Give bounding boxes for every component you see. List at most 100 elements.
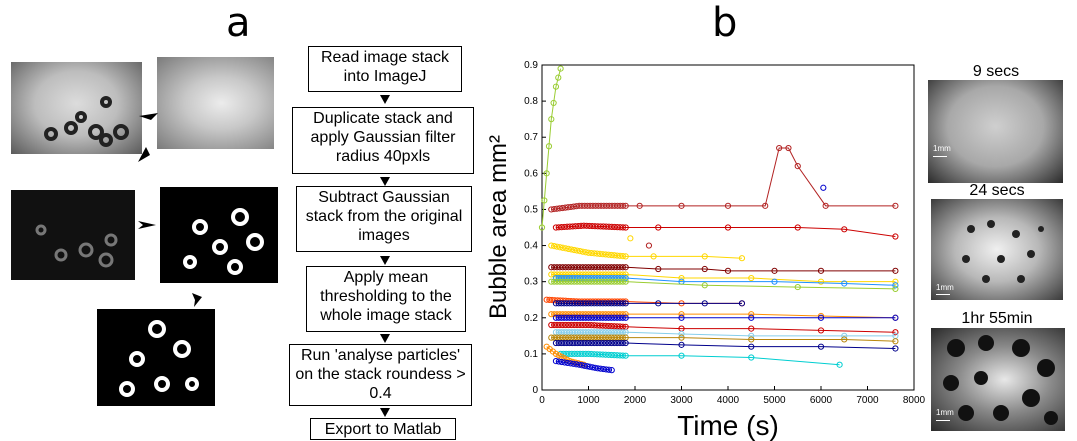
data-point	[611, 323, 618, 330]
data-point	[614, 314, 621, 321]
data-point	[585, 278, 592, 285]
data-point	[622, 339, 629, 347]
data-point	[608, 323, 615, 330]
data-point	[596, 250, 604, 257]
data-point	[602, 314, 609, 321]
data-point	[582, 278, 589, 285]
data-point	[565, 245, 572, 252]
data-point	[591, 300, 598, 307]
data-series-9	[552, 300, 746, 307]
data-point	[579, 248, 586, 255]
data-point	[576, 278, 584, 285]
data-point	[564, 359, 571, 367]
data-point	[571, 264, 578, 271]
data-point	[548, 271, 555, 278]
micrograph-gaussian	[157, 57, 274, 149]
series-line	[560, 353, 840, 366]
data-point	[611, 252, 618, 259]
data-point	[565, 311, 572, 318]
data-point	[608, 314, 615, 321]
data-point	[593, 322, 601, 329]
scale-label-24s: 1mm	[936, 283, 954, 292]
data-point	[551, 264, 558, 271]
data-point	[701, 300, 708, 307]
data-point	[556, 264, 563, 271]
data-point	[622, 253, 629, 260]
data-point	[588, 300, 595, 307]
data-point	[817, 327, 825, 334]
data-point	[551, 243, 558, 250]
data-point	[794, 224, 801, 231]
data-point	[605, 339, 612, 347]
data-point	[619, 352, 626, 359]
data-point	[596, 339, 604, 347]
thumb-24s: 1mm	[931, 199, 1063, 300]
data-point	[585, 314, 592, 321]
data-point	[582, 249, 589, 256]
data-point	[551, 311, 558, 318]
data-point	[678, 311, 685, 318]
data-point	[562, 245, 569, 252]
data-point	[596, 351, 604, 358]
data-point	[614, 339, 621, 347]
x-tick-label: 0	[539, 395, 545, 406]
data-point	[655, 224, 662, 231]
data-series-1	[548, 144, 899, 213]
data-point	[599, 300, 606, 307]
data-point	[892, 285, 899, 292]
panel-a-letter: a	[226, 0, 251, 46]
data-point	[602, 264, 609, 271]
data-point	[608, 251, 615, 259]
data-point	[622, 202, 629, 209]
data-point	[593, 264, 601, 271]
data-point	[567, 360, 574, 367]
data-point	[553, 311, 561, 318]
final-rings	[119, 320, 199, 397]
data-point	[573, 361, 580, 368]
data-point	[892, 329, 899, 336]
step-arrow-3	[380, 256, 390, 265]
data-point	[556, 271, 563, 278]
data-point	[892, 282, 899, 289]
scale-bar-24s	[936, 294, 950, 295]
data-point	[817, 314, 825, 321]
y-tick-label: 0	[532, 385, 538, 396]
data-point	[599, 251, 606, 258]
data-point	[611, 300, 618, 307]
series-line	[551, 266, 896, 272]
data-point	[553, 271, 561, 278]
data-point	[551, 278, 558, 285]
flow-arrow-bottom	[192, 293, 202, 307]
data-point	[576, 264, 584, 271]
y-tick-label: 0.8	[524, 96, 538, 107]
data-point	[614, 352, 621, 359]
data-point	[593, 300, 601, 307]
data-series-2	[552, 222, 899, 240]
data-point	[619, 314, 626, 321]
data-point	[555, 358, 562, 365]
data-point	[562, 321, 569, 329]
data-point	[841, 280, 848, 287]
y-tick-label: 0.3	[524, 277, 538, 288]
data-point	[550, 99, 557, 107]
data-point	[748, 332, 755, 339]
data-point	[591, 314, 598, 321]
data-point	[565, 264, 572, 271]
data-point	[596, 278, 604, 285]
data-point	[596, 322, 604, 329]
data-point	[724, 202, 732, 209]
data-series-18	[552, 358, 615, 374]
data-point	[551, 271, 558, 278]
data-point	[841, 336, 848, 343]
step-arrow-5	[380, 408, 390, 417]
data-point	[608, 339, 615, 347]
step-subtract: Subtract Gaussian stack from the origina…	[296, 186, 472, 252]
data-point	[605, 314, 612, 321]
y-tick-label: 0.5	[524, 204, 538, 215]
data-point	[820, 184, 827, 191]
data-point	[552, 358, 560, 365]
x-tick-label: 2000	[624, 395, 647, 406]
data-point	[701, 253, 708, 260]
data-point	[558, 358, 565, 366]
data-point	[588, 278, 595, 285]
